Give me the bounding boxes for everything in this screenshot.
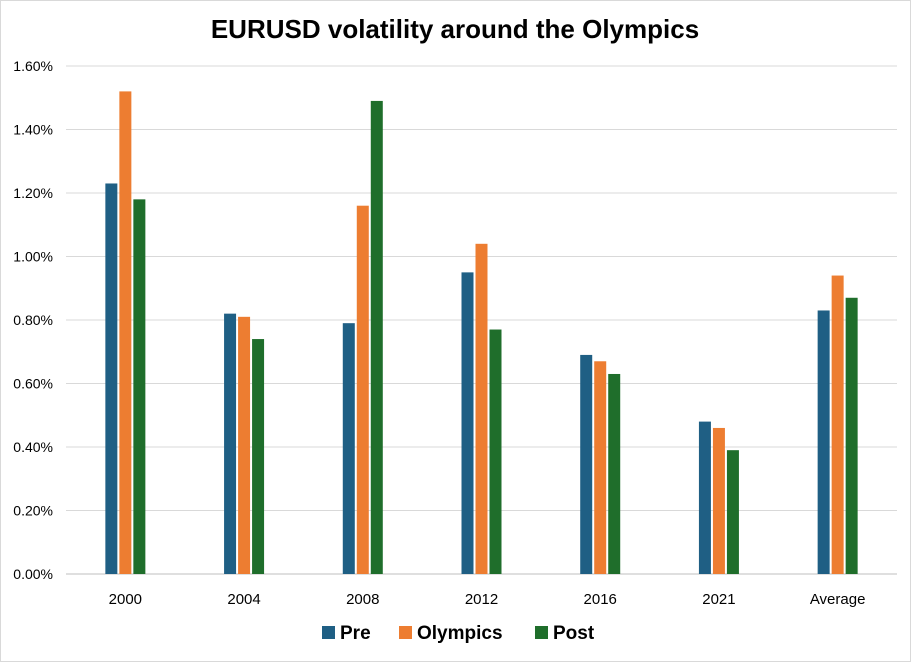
- bar-post-2004: [252, 339, 265, 574]
- legend-swatch-pre: [322, 626, 335, 639]
- bar-post-2016: [608, 373, 621, 574]
- y-tick-label: 0.40%: [13, 439, 53, 455]
- y-tick-label: 0.60%: [13, 376, 53, 392]
- bar-olympics-2004: [238, 316, 251, 574]
- y-tick-label: 1.40%: [13, 122, 53, 138]
- bar-post-2008: [370, 100, 383, 575]
- x-axis: 2000 2004 2008 2012 2016 2021 Average: [109, 591, 866, 608]
- legend: Pre Olympics Post: [322, 623, 595, 644]
- legend-swatch-post: [535, 626, 548, 639]
- bar-pre-2000: [105, 183, 118, 574]
- chart-title: EURUSD volatility around the Olympics: [211, 14, 699, 44]
- bar-pre-2012: [461, 272, 474, 574]
- bar-olympics-2008: [356, 205, 369, 574]
- bar-post-average: [845, 297, 858, 574]
- bars: [105, 91, 858, 575]
- y-tick-label: 1.60%: [13, 58, 53, 74]
- x-tick-label: Average: [810, 591, 866, 608]
- legend-label-olympics: Olympics: [417, 623, 503, 644]
- bar-pre-2021: [698, 421, 711, 574]
- bar-olympics-2021: [712, 427, 725, 574]
- x-tick-label: 2008: [346, 591, 379, 608]
- y-axis: 0.00% 0.20% 0.40% 0.60% 0.80% 1.00% 1.20% 1.40%…: [13, 58, 53, 582]
- x-tick-label: 2000: [109, 591, 142, 608]
- y-tick-label: 0.20%: [13, 503, 53, 519]
- x-tick-label: 2016: [584, 591, 617, 608]
- bar-post-2012: [489, 329, 502, 574]
- bar-pre-2004: [224, 313, 237, 574]
- x-tick-label: 2021: [702, 591, 735, 608]
- x-tick-label: 2012: [465, 591, 498, 608]
- bar-olympics-2012: [475, 243, 488, 575]
- x-tick-label: 2004: [227, 591, 260, 608]
- legend-label-pre: Pre: [340, 623, 371, 644]
- legend-swatch-olympics: [399, 626, 412, 639]
- bar-pre-2016: [580, 354, 593, 574]
- y-tick-label: 1.00%: [13, 249, 53, 265]
- bar-pre-2008: [342, 323, 355, 574]
- bar-pre-average: [817, 310, 830, 574]
- y-tick-label: 1.20%: [13, 185, 53, 201]
- bar-olympics-2016: [594, 361, 607, 574]
- bar-post-2021: [726, 450, 739, 574]
- y-tick-label: 0.80%: [13, 312, 53, 328]
- legend-label-post: Post: [553, 623, 595, 644]
- bar-post-2000: [133, 199, 146, 574]
- bar-olympics-average: [831, 275, 844, 574]
- bar-olympics-2000: [119, 91, 132, 575]
- y-tick-label: 0.00%: [13, 566, 53, 582]
